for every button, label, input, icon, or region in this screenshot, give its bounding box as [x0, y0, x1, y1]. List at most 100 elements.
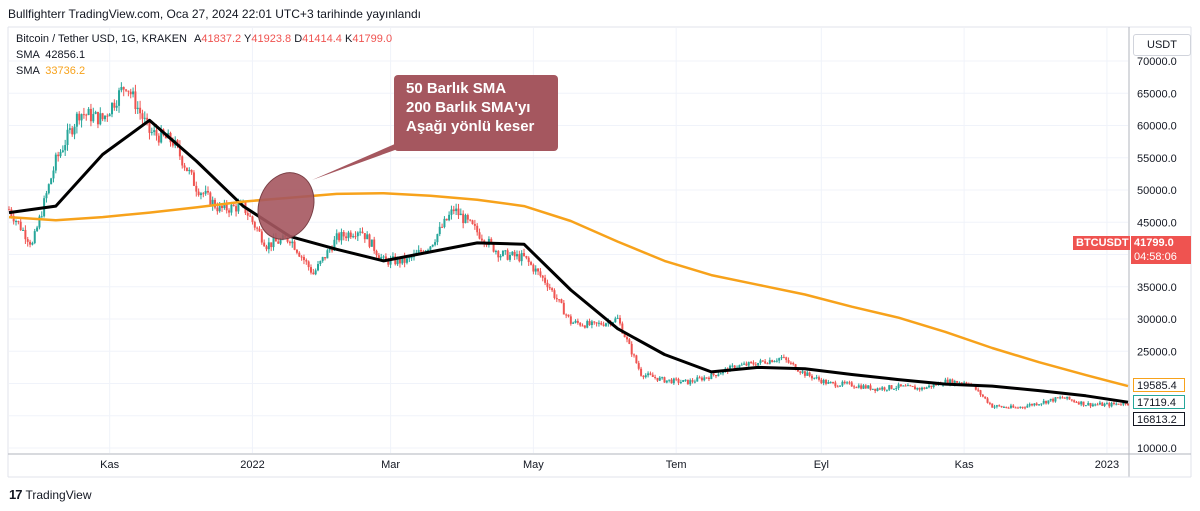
candle-body — [913, 386, 916, 390]
candle-body — [143, 117, 146, 119]
candle-body — [375, 250, 378, 256]
candle-body — [871, 388, 874, 390]
legend-symbol[interactable]: Bitcoin / Tether USD, 1G, KRAKEN — [16, 33, 187, 45]
candle-body — [251, 216, 254, 223]
candle-body — [113, 102, 116, 108]
candle-body — [1035, 403, 1038, 406]
candle-body — [286, 237, 289, 242]
candle-body — [1094, 404, 1097, 406]
candle-body — [717, 374, 720, 377]
candle-body — [984, 396, 987, 399]
candle-body — [398, 257, 401, 264]
candle-body — [672, 378, 675, 384]
candle-body — [689, 380, 692, 385]
candle-body — [707, 377, 710, 380]
candle-body — [345, 236, 348, 239]
candle-body — [408, 257, 411, 259]
legend-sma50-row[interactable]: SMA 42856.1 — [16, 49, 85, 61]
candle-body — [96, 111, 99, 125]
x-tick-label: Kas — [955, 459, 974, 471]
candle-body — [305, 260, 308, 262]
candle-body — [103, 115, 106, 120]
candle-body — [499, 255, 502, 258]
candle-body — [361, 231, 364, 234]
candle-body — [1108, 403, 1111, 407]
candle-body — [581, 325, 584, 327]
candle-body — [555, 297, 558, 300]
candle-body — [813, 377, 816, 379]
candle-body — [450, 209, 453, 215]
candle-body — [513, 251, 516, 257]
candle-body — [890, 385, 893, 389]
candle-body — [806, 372, 809, 376]
candle-body — [560, 299, 563, 303]
candle-body — [394, 256, 397, 265]
candle-body — [75, 113, 78, 127]
candle-body — [209, 192, 212, 206]
candle-body — [429, 246, 432, 250]
x-tick-label: Mar — [381, 459, 400, 471]
candle-body — [953, 381, 956, 385]
candle-body — [279, 239, 282, 244]
candle-body — [780, 357, 783, 359]
candle-body — [740, 364, 743, 366]
candle-body — [993, 406, 996, 408]
candle-body — [682, 380, 685, 383]
candle-body — [492, 242, 495, 252]
candle-body — [1052, 398, 1055, 402]
legend-high-label: Y — [244, 33, 252, 45]
candle-body — [36, 227, 39, 232]
candle-body — [911, 386, 914, 388]
candle-body — [864, 385, 867, 389]
candle-body — [436, 234, 439, 243]
candle-body — [384, 256, 387, 260]
candle-body — [1059, 397, 1062, 399]
candle-body — [1127, 404, 1129, 406]
candle-body — [1066, 396, 1069, 399]
candle-body — [799, 371, 802, 373]
candle-body — [438, 226, 441, 235]
footer-brand[interactable]: 17 TradingView — [9, 487, 92, 502]
candle-body — [164, 135, 167, 139]
candle-body — [1112, 402, 1115, 404]
candle-body — [888, 385, 891, 390]
legend-sma200-row[interactable]: SMA 33736.2 — [16, 65, 85, 77]
candle-body — [8, 209, 10, 211]
candle-body — [347, 232, 350, 239]
candle-body — [583, 325, 586, 328]
candle-body — [1000, 406, 1003, 408]
candle-body — [1063, 397, 1066, 399]
candle-body — [122, 87, 125, 90]
candle-body — [324, 257, 327, 259]
candle-body — [270, 242, 273, 248]
candle-body — [309, 267, 312, 273]
candle-body — [698, 377, 701, 379]
candle-body — [359, 231, 362, 233]
candle-body — [1047, 400, 1050, 404]
candle-body — [656, 377, 659, 381]
candle-body — [775, 360, 778, 362]
candle-body — [136, 107, 139, 110]
candle-body — [153, 130, 156, 133]
candle-body — [462, 213, 465, 224]
candle-body — [567, 314, 570, 317]
candle-body — [590, 321, 593, 325]
sma200-price-badge: 19585.4 — [1133, 378, 1185, 392]
candle-body — [843, 381, 846, 384]
candle-body — [181, 156, 184, 166]
x-tick-label: May — [523, 459, 544, 471]
candle-body — [223, 203, 226, 209]
candle-body — [328, 249, 331, 251]
candle-body — [125, 89, 128, 91]
candle-body — [637, 363, 640, 369]
candle-body — [368, 234, 371, 247]
candle-body — [899, 384, 902, 386]
candle-body — [958, 382, 961, 384]
currency-button[interactable]: USDT — [1133, 34, 1191, 56]
candles — [8, 82, 1129, 410]
x-axis[interactable]: Kas 2022 Mar May Tem Eyl Kas 2023 — [100, 459, 1119, 471]
candle-body — [759, 360, 762, 363]
candle-body — [1075, 401, 1078, 403]
candle-body — [1054, 397, 1057, 402]
